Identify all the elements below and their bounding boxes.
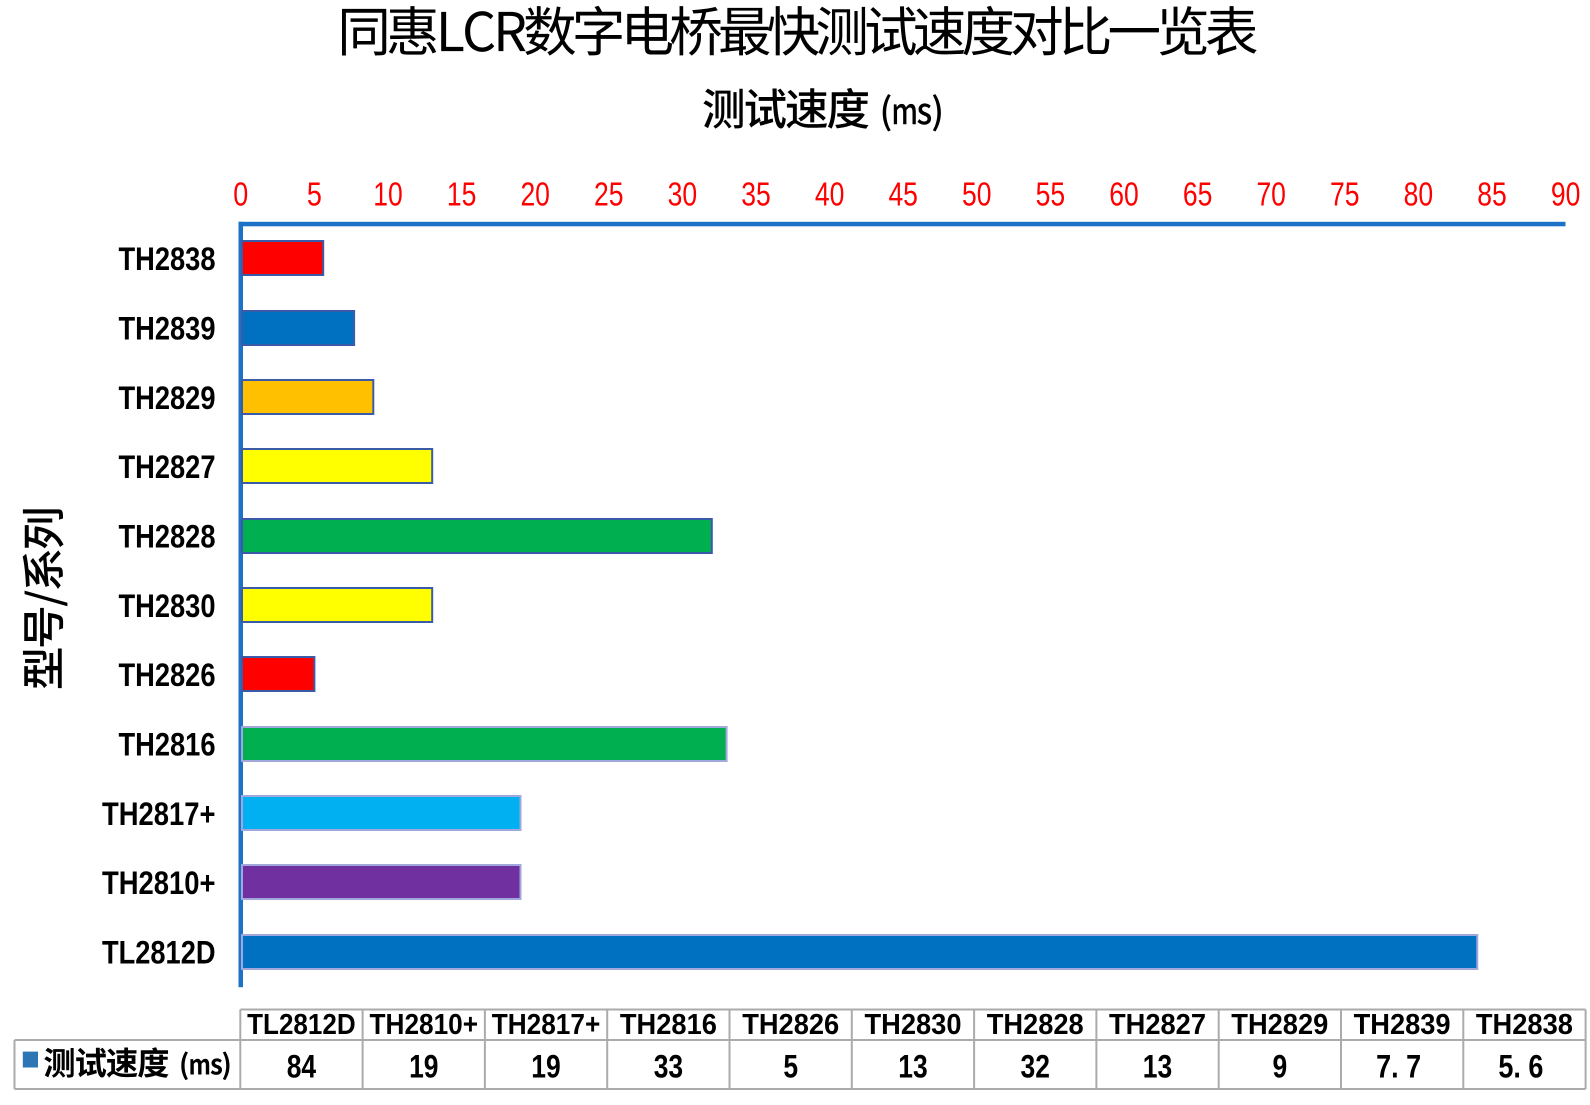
svg-text:5: 5 bbox=[307, 175, 322, 212]
svg-text:25: 25 bbox=[594, 175, 624, 212]
svg-text:TH2817+: TH2817+ bbox=[492, 1009, 601, 1041]
svg-text:80: 80 bbox=[1404, 175, 1434, 212]
svg-text:90: 90 bbox=[1551, 175, 1581, 212]
svg-text:30: 30 bbox=[668, 175, 698, 212]
svg-text:35: 35 bbox=[741, 175, 771, 212]
svg-text:TH2816: TH2816 bbox=[119, 727, 216, 763]
svg-text:TH2826: TH2826 bbox=[742, 1009, 839, 1041]
svg-text:TL2812D: TL2812D bbox=[247, 1009, 356, 1041]
svg-text:5. 6: 5. 6 bbox=[1498, 1049, 1543, 1085]
svg-text:84: 84 bbox=[287, 1049, 317, 1085]
svg-text:65: 65 bbox=[1183, 175, 1213, 212]
svg-text:19: 19 bbox=[409, 1049, 438, 1085]
svg-text:TH2827: TH2827 bbox=[119, 449, 216, 485]
svg-text:13: 13 bbox=[898, 1049, 927, 1085]
svg-text:0: 0 bbox=[233, 175, 248, 212]
svg-text:33: 33 bbox=[654, 1049, 683, 1085]
svg-text:TH2839: TH2839 bbox=[119, 311, 216, 347]
svg-text:20: 20 bbox=[520, 175, 550, 212]
svg-text:TH2828: TH2828 bbox=[119, 519, 216, 555]
svg-text:85: 85 bbox=[1477, 175, 1507, 212]
svg-text:TH2838: TH2838 bbox=[1476, 1009, 1573, 1041]
svg-text:60: 60 bbox=[1109, 175, 1139, 212]
svg-text:TH2830: TH2830 bbox=[119, 588, 216, 624]
svg-text:9: 9 bbox=[1272, 1049, 1287, 1085]
svg-text:TH2839: TH2839 bbox=[1354, 1009, 1451, 1041]
svg-text:70: 70 bbox=[1256, 175, 1286, 212]
svg-text:TH2816: TH2816 bbox=[620, 1009, 717, 1041]
svg-text:TH2826: TH2826 bbox=[119, 657, 216, 693]
svg-text:TH2828: TH2828 bbox=[987, 1009, 1084, 1041]
svg-text:TH2817+: TH2817+ bbox=[102, 796, 216, 832]
svg-text:TH2829: TH2829 bbox=[1231, 1009, 1328, 1041]
svg-text:50: 50 bbox=[962, 175, 992, 212]
svg-text:55: 55 bbox=[1036, 175, 1066, 212]
svg-text:TH2830: TH2830 bbox=[865, 1009, 962, 1041]
svg-text:TH2829: TH2829 bbox=[119, 380, 216, 416]
svg-text:75: 75 bbox=[1330, 175, 1360, 212]
svg-text:10: 10 bbox=[373, 175, 403, 212]
svg-text:32: 32 bbox=[1021, 1049, 1050, 1085]
svg-text:13: 13 bbox=[1143, 1049, 1172, 1085]
svg-text:15: 15 bbox=[447, 175, 477, 212]
svg-text:TH2810+: TH2810+ bbox=[370, 1009, 479, 1041]
svg-text:TH2827: TH2827 bbox=[1109, 1009, 1206, 1041]
svg-text:5: 5 bbox=[783, 1049, 798, 1085]
svg-text:45: 45 bbox=[888, 175, 918, 212]
svg-text:7. 7: 7. 7 bbox=[1376, 1049, 1421, 1085]
svg-text:TH2810+: TH2810+ bbox=[102, 865, 216, 901]
svg-text:TH2838: TH2838 bbox=[119, 241, 216, 277]
svg-text:40: 40 bbox=[815, 175, 845, 212]
svg-text:19: 19 bbox=[531, 1049, 560, 1085]
svg-text:TL2812D: TL2812D bbox=[102, 935, 216, 971]
